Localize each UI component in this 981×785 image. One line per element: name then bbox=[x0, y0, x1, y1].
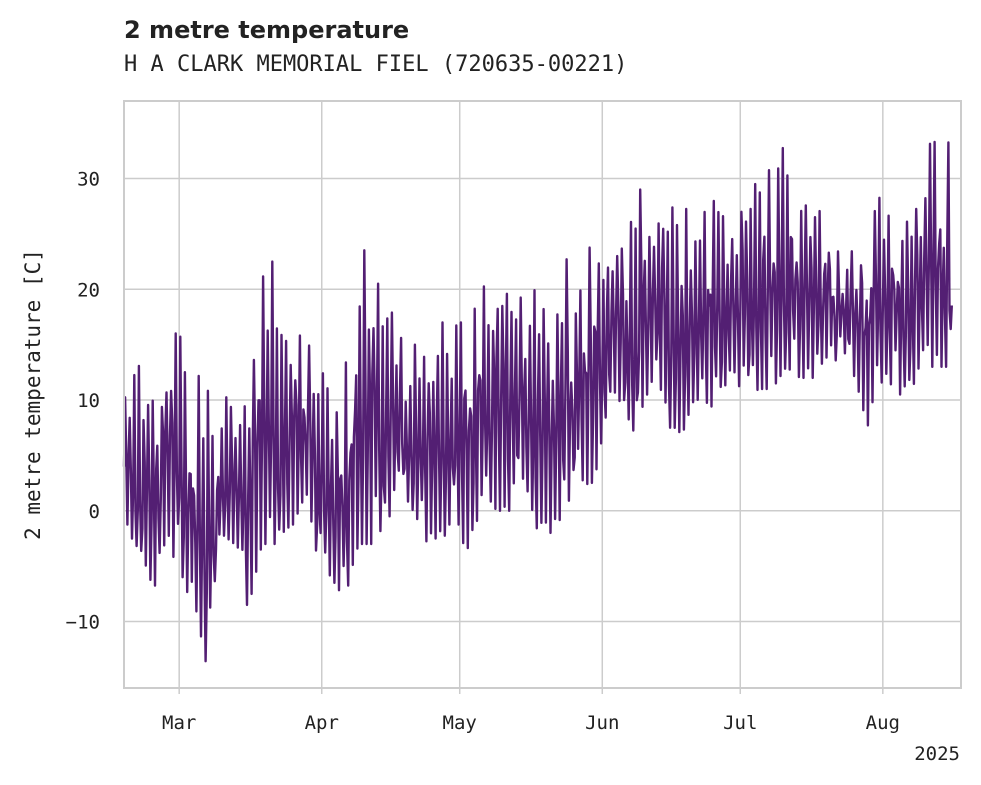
series-layer bbox=[122, 140, 953, 663]
x-tick-label: Apr bbox=[305, 712, 339, 734]
x-tick-label: Aug bbox=[866, 712, 900, 734]
y-tick-label: −10 bbox=[66, 612, 100, 634]
y-axis-label: 2 metre temperature [C] bbox=[21, 249, 45, 540]
plot-frame bbox=[123, 100, 962, 689]
chart-title: 2 metre temperature bbox=[124, 16, 410, 44]
y-tick-label: 30 bbox=[77, 169, 100, 191]
x-tick-label: Mar bbox=[162, 712, 196, 734]
y-tick-label: 0 bbox=[89, 501, 100, 523]
chart-subtitle: H A CLARK MEMORIAL FIEL (720635-00221) bbox=[124, 52, 628, 77]
y-tick-label: 20 bbox=[77, 279, 100, 301]
x-tick-label: Jun bbox=[585, 712, 619, 734]
y-tick-label: 10 bbox=[77, 390, 100, 412]
series-line bbox=[122, 140, 953, 663]
x-tick-label: May bbox=[443, 712, 477, 734]
tick-labels: −10 0 10 20 30 Mar Apr May Jun Jul Aug bbox=[66, 169, 900, 734]
x-tick-label: Jul bbox=[723, 712, 757, 734]
x-axis-year-label: 2025 bbox=[914, 743, 960, 765]
